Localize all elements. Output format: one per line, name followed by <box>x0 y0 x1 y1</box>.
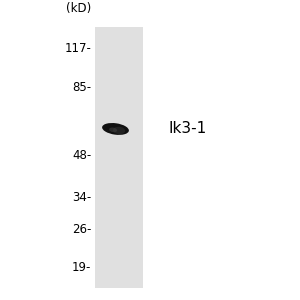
Text: Ik3-1: Ik3-1 <box>168 122 206 136</box>
Text: (kD): (kD) <box>66 2 92 15</box>
Text: 26-: 26- <box>72 223 92 236</box>
Ellipse shape <box>113 127 125 134</box>
Text: 85-: 85- <box>72 80 92 94</box>
Text: 19-: 19- <box>72 261 92 274</box>
Text: 34-: 34- <box>72 191 92 204</box>
Text: 48-: 48- <box>72 149 92 162</box>
Bar <box>94 27 142 288</box>
Ellipse shape <box>109 128 117 132</box>
Text: 117-: 117- <box>64 42 92 55</box>
Ellipse shape <box>102 123 129 135</box>
